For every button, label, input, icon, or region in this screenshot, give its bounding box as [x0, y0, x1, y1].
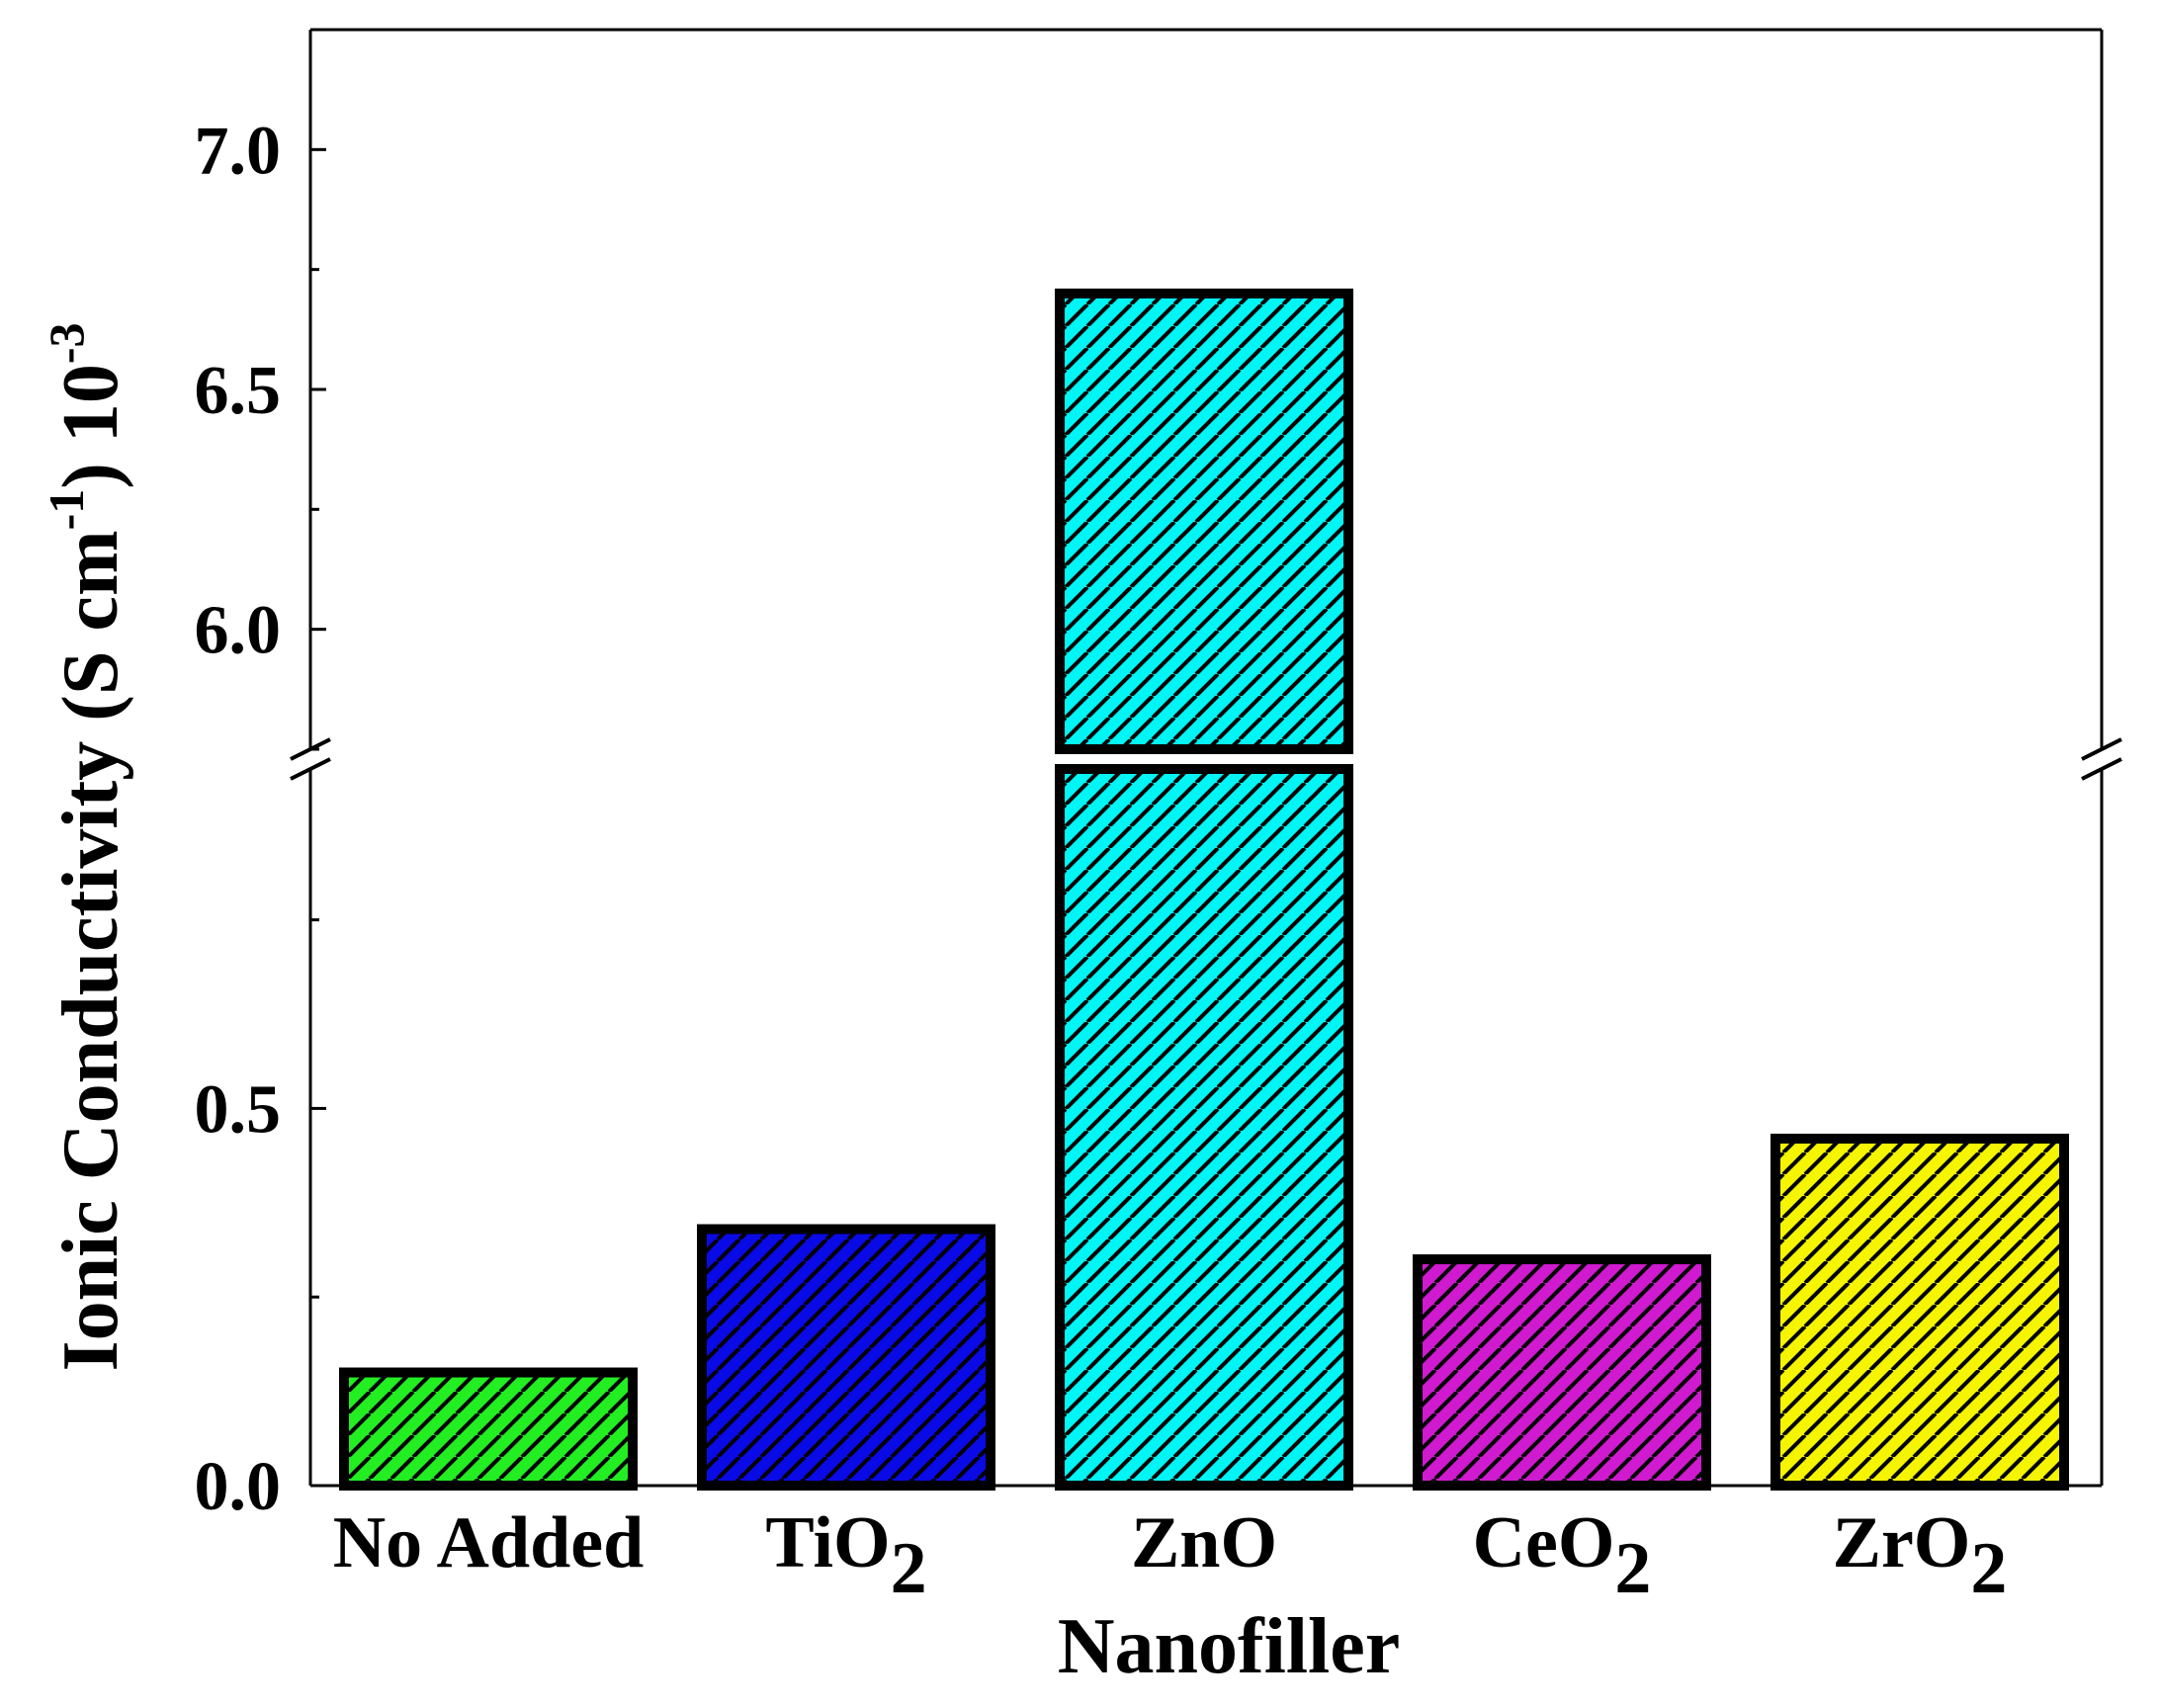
- x-tick-label-text: CeO: [1473, 1502, 1615, 1583]
- y-tick-label: 6.5: [195, 353, 282, 429]
- bar: [1413, 1254, 1711, 1491]
- y-axis-break-mark: [290, 757, 331, 781]
- y-axis-title-sup2: -3: [39, 322, 94, 364]
- x-tick-label: ZnO: [1131, 1502, 1277, 1583]
- y-axis-title: Ionic Conductivity (S cm-1) 10-3: [39, 322, 134, 1371]
- x-tick-label: TiO2: [765, 1502, 926, 1609]
- y-axis-title-mid: ) 10: [47, 364, 134, 489]
- right-axis-break-mark: [2081, 737, 2122, 761]
- bar-break-gap: [1052, 754, 1356, 764]
- bar-lower-segment: [1055, 764, 1353, 1491]
- y-tick-label: 0.5: [195, 1071, 282, 1148]
- y-tick-label: 0.0: [195, 1449, 282, 1525]
- x-tick-label-subscript: 2: [1970, 1528, 2007, 1609]
- bar: [1770, 1133, 2069, 1492]
- x-tick-label-text: TiO: [765, 1502, 890, 1583]
- x-tick-label: ZrO2: [1833, 1502, 2008, 1609]
- x-axis-title: Nanofiller: [1058, 1603, 1401, 1690]
- x-tick-label: No Added: [333, 1502, 645, 1583]
- x-tick-label-subscript: 2: [1614, 1528, 1651, 1609]
- right-axis-break-mark: [2081, 757, 2122, 781]
- y-tick-label: 6.0: [195, 593, 282, 669]
- bar: [339, 1367, 638, 1492]
- y-axis-title-main: Ionic Conductivity (S cm: [47, 530, 134, 1371]
- bars: [339, 288, 2069, 1492]
- bar-upper-segment: [1055, 288, 1353, 754]
- x-tick-label: CeO2: [1473, 1502, 1652, 1609]
- y-tick-label: 7.0: [195, 113, 282, 189]
- x-axis-tick-labels: No Added TiO2 ZnO CeO2 ZrO2: [333, 1502, 2008, 1609]
- x-tick-label-text: ZrO: [1833, 1502, 1971, 1583]
- x-tick-label-text: No Added: [333, 1502, 645, 1583]
- x-tick-label-subscript: 2: [891, 1528, 927, 1609]
- y-axis-title-sup1: -1: [39, 489, 94, 531]
- x-tick-label-text: ZnO: [1131, 1502, 1277, 1583]
- y-axis-ticks: 0.0 0.5 6.0 6.5 7.0: [195, 113, 326, 1525]
- bar: [697, 1224, 995, 1492]
